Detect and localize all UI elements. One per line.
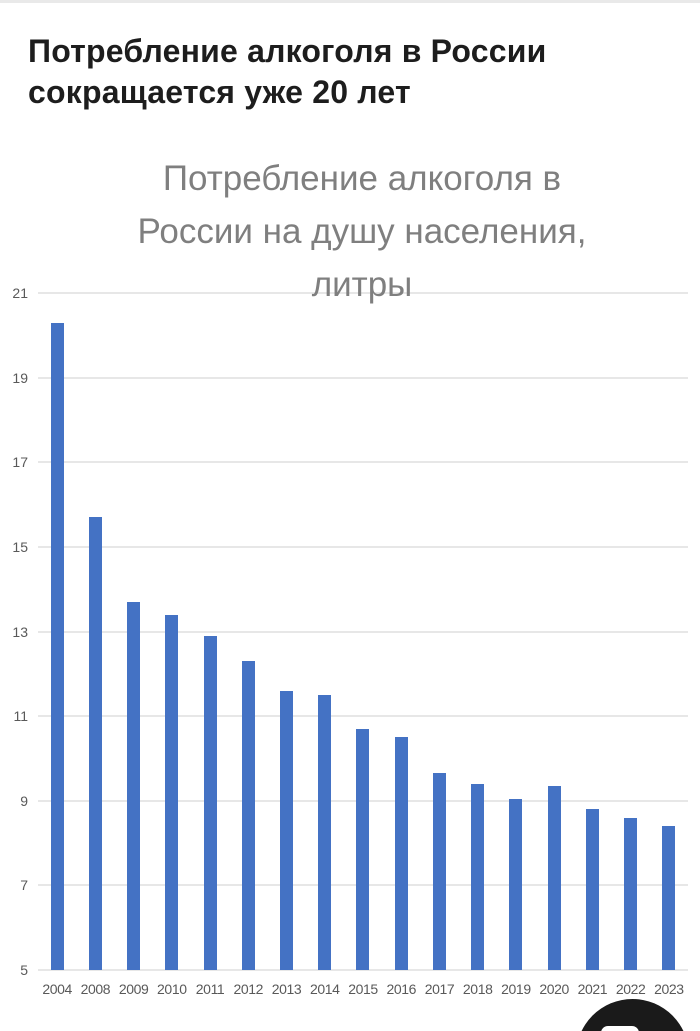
bar-slot-2011 — [191, 293, 229, 970]
bar-slot-2022 — [612, 293, 650, 970]
x-axis: 2004 2008 2009 2010 2011 2012 2013 2014 2015 2016… — [38, 981, 688, 997]
x-axis-label-2004: 2004 — [42, 981, 72, 997]
bar-slot-2004 — [38, 293, 76, 970]
x-axis-label-2022: 2022 — [615, 981, 646, 997]
x-axis-label-2018: 2018 — [462, 981, 493, 997]
chart-title: Потребление алкоголя в России на душу на… — [70, 152, 654, 311]
gridline-15 — [38, 545, 688, 548]
bar-2018 — [471, 783, 485, 970]
x-axis-label-2013: 2013 — [271, 981, 302, 997]
x-axis-label-2011: 2011 — [195, 981, 225, 997]
bar-2019 — [509, 798, 523, 970]
bar-2020 — [547, 785, 561, 970]
bar-slot-2018 — [459, 293, 497, 970]
bars-layer — [38, 293, 688, 970]
bar-2017 — [432, 773, 446, 970]
bar-slot-2012 — [229, 293, 267, 970]
comments-floating-button[interactable] — [576, 999, 689, 1031]
x-axis-label-2012: 2012 — [233, 981, 264, 997]
y-axis-label-5: 5 — [20, 962, 28, 978]
bar-2011 — [203, 635, 217, 970]
bar-2004 — [50, 322, 64, 970]
bar-2022 — [624, 817, 638, 970]
bar-2021 — [585, 809, 599, 970]
gridline-13 — [38, 630, 688, 633]
bar-2023 — [662, 826, 676, 970]
bar-slot-2009 — [114, 293, 152, 970]
gridline-21 — [38, 292, 688, 294]
bar-slot-2023 — [650, 293, 688, 970]
chart-title-line-3: литры — [311, 265, 413, 304]
chart-title-line-2: России на душу населения, — [137, 212, 587, 251]
article-headline: Потребление алкоголя в России сокращаетс… — [28, 33, 547, 111]
x-axis-label-2014: 2014 — [309, 981, 340, 997]
y-axis-label-13: 13 — [12, 623, 28, 640]
y-axis-label-9: 9 — [20, 792, 28, 809]
bar-slot-2019 — [497, 293, 535, 970]
y-axis-label-15: 15 — [12, 538, 28, 555]
bar-slot-2010 — [153, 293, 191, 970]
gridline-17 — [38, 461, 688, 464]
x-axis-label-2016: 2016 — [386, 981, 416, 997]
bar-2009 — [127, 601, 141, 970]
bar-slot-2014 — [306, 293, 344, 970]
bar-slot-2015 — [344, 293, 382, 970]
bar-2008 — [88, 517, 102, 970]
y-axis-label-19: 19 — [12, 369, 28, 386]
gridline-11 — [38, 715, 688, 718]
plot-area — [38, 292, 688, 971]
bar-2016 — [394, 737, 408, 970]
x-axis-label-2010: 2010 — [157, 981, 187, 997]
bar-2014 — [318, 695, 332, 970]
x-axis-label-2008: 2008 — [80, 981, 111, 997]
bar-2012 — [241, 661, 255, 970]
bar-2010 — [165, 614, 179, 970]
chart-title-line-1: Потребление алкоголя в — [162, 159, 562, 198]
x-axis-label-2015: 2015 — [348, 981, 378, 997]
x-axis-label-2020: 2020 — [539, 981, 569, 997]
x-axis-label-2009: 2009 — [118, 981, 149, 997]
x-axis-label-2019: 2019 — [501, 981, 531, 997]
bar-slot-2016 — [382, 293, 420, 970]
y-axis-label-21: 21 — [12, 285, 28, 301]
y-axis-label-7: 7 — [20, 877, 28, 894]
x-axis-label-2017: 2017 — [424, 981, 455, 997]
bar-slot-2013 — [267, 293, 305, 970]
gridline-5 — [38, 969, 688, 971]
bar-slot-2020 — [535, 293, 573, 970]
bar-2015 — [356, 728, 370, 970]
x-axis-label-2023: 2023 — [654, 981, 684, 997]
bar-2013 — [280, 690, 294, 970]
speech-bubble-icon — [601, 1026, 639, 1031]
bar-slot-2021 — [573, 293, 611, 970]
bar-slot-2017 — [420, 293, 458, 970]
y-axis-label-17: 17 — [12, 454, 28, 471]
gridline-19 — [38, 376, 688, 379]
bar-slot-2008 — [76, 293, 114, 970]
y-axis: 21 19 17 15 13 11 9 7 5 — [4, 285, 30, 978]
x-axis-label-2021: 2021 — [577, 981, 608, 997]
card-top-edge — [0, 0, 700, 3]
y-axis-label-11: 11 — [13, 708, 28, 725]
